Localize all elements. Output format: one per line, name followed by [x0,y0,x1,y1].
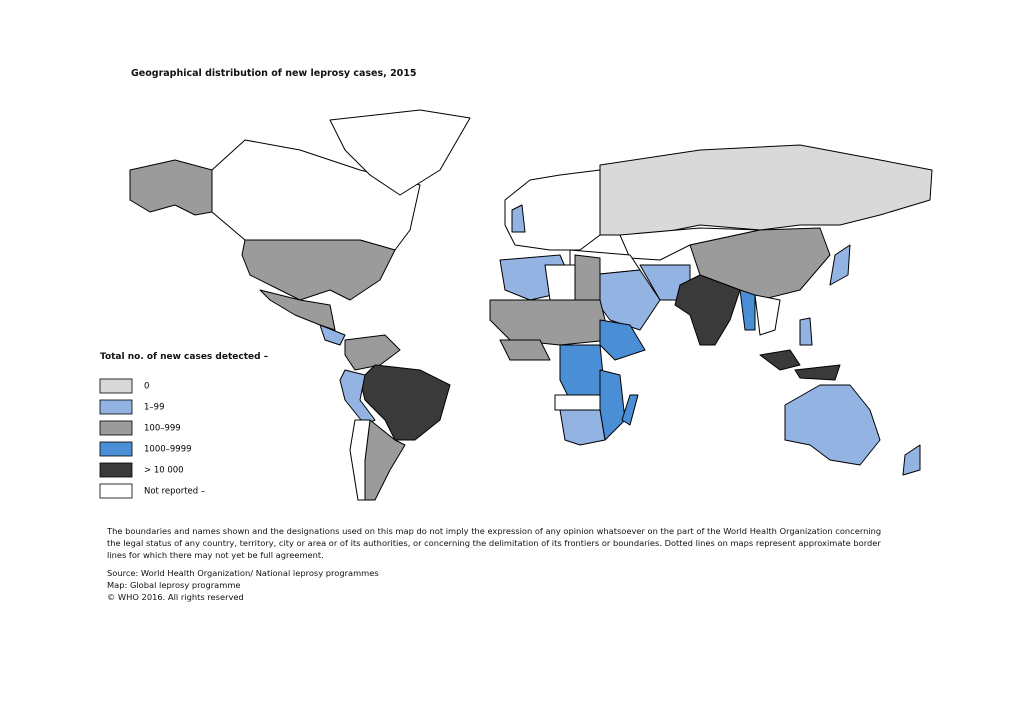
region [739,289,756,331]
region [129,159,213,216]
region [349,419,371,501]
region [499,339,551,361]
region [559,344,606,401]
region [759,349,801,371]
region [599,369,626,441]
map-credit: Map: Global leprosy programme [107,580,241,590]
region [241,239,396,301]
region [511,204,526,233]
region [554,394,601,411]
region [784,384,881,466]
region [319,324,346,346]
region [489,299,611,346]
legend-title: Total no. of new cases detected – [100,352,269,362]
world-map [129,109,933,501]
copyright: © WHO 2016. All rights reserved [107,592,244,602]
legend-label: 0 [144,382,149,392]
region [559,409,606,446]
disclaimer: The boundaries and names shown and the d… [107,526,882,560]
legend-label: 1–99 [144,403,164,413]
source: Source: World Health Organization/ Natio… [107,568,379,578]
region [799,317,813,346]
legend: 0 1–99 100–999 1000–9999 > 10 000 Not reporte… [99,378,205,499]
region [794,364,841,381]
legend-label: Not reported – [144,487,205,497]
map-title: Geographical distribution of new leprosy… [131,68,417,79]
region [211,139,421,251]
region [544,264,576,301]
legend-swatch [99,441,133,457]
region [674,274,741,346]
legend-label: 100–999 [144,424,181,434]
region [754,294,781,336]
legend-swatch [99,483,133,499]
region [829,244,851,286]
region [599,319,646,361]
legend-swatch [99,420,133,436]
legend-swatch [99,399,133,415]
legend-label: 1000–9999 [144,445,192,455]
region [599,144,933,236]
region [329,109,471,196]
legend-swatch [99,462,133,478]
region [902,444,921,476]
source-block: Source: World Health Organization/ Natio… [107,567,379,603]
legend-label: > 10 000 [144,466,184,476]
legend-swatch [99,378,133,394]
region [504,169,601,251]
region [574,254,601,301]
region [344,334,401,371]
region [621,394,639,426]
